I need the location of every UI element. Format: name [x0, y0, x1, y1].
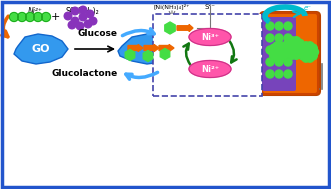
- Circle shape: [288, 42, 300, 54]
- Text: Glucose: Glucose: [78, 29, 118, 39]
- Bar: [157, 21, 197, 36]
- Circle shape: [275, 34, 283, 42]
- Text: +: +: [50, 12, 60, 22]
- Circle shape: [10, 12, 19, 22]
- Circle shape: [275, 58, 283, 66]
- Text: e⁻: e⁻: [304, 5, 312, 11]
- Circle shape: [270, 44, 278, 52]
- Circle shape: [275, 70, 283, 78]
- Circle shape: [306, 42, 314, 50]
- Circle shape: [297, 43, 306, 53]
- Circle shape: [295, 48, 304, 57]
- Circle shape: [79, 13, 87, 21]
- Circle shape: [71, 17, 79, 25]
- Circle shape: [310, 48, 318, 56]
- Text: Ni²⁺: Ni²⁺: [27, 7, 42, 16]
- Text: SC(NH₂)₂: SC(NH₂)₂: [65, 7, 99, 16]
- Circle shape: [266, 46, 274, 54]
- Circle shape: [33, 12, 42, 22]
- Circle shape: [298, 48, 306, 56]
- FancyArrow shape: [177, 25, 193, 32]
- Circle shape: [277, 54, 285, 62]
- Text: Ni²⁺: Ni²⁺: [201, 64, 219, 74]
- Circle shape: [287, 37, 296, 46]
- FancyBboxPatch shape: [260, 12, 320, 95]
- Circle shape: [299, 52, 307, 60]
- Circle shape: [284, 22, 292, 30]
- Circle shape: [86, 10, 94, 18]
- Text: Ni³⁺: Ni³⁺: [201, 33, 219, 42]
- Polygon shape: [14, 34, 68, 64]
- Circle shape: [71, 7, 79, 15]
- Circle shape: [275, 22, 283, 30]
- Circle shape: [284, 34, 292, 42]
- Circle shape: [292, 37, 301, 46]
- Ellipse shape: [189, 60, 231, 77]
- Text: Glucolactone: Glucolactone: [52, 68, 118, 77]
- FancyArrow shape: [128, 44, 143, 51]
- Circle shape: [266, 22, 274, 30]
- Circle shape: [266, 34, 274, 42]
- Circle shape: [284, 58, 292, 66]
- Circle shape: [295, 39, 304, 48]
- Circle shape: [266, 70, 274, 78]
- Circle shape: [64, 12, 72, 20]
- FancyArrow shape: [159, 44, 174, 51]
- Circle shape: [284, 46, 292, 54]
- FancyArrow shape: [144, 44, 159, 51]
- Text: [Ni(NH₃)₄]²⁺: [Ni(NH₃)₄]²⁺: [154, 4, 190, 10]
- Circle shape: [275, 46, 283, 54]
- Text: GO: GO: [32, 44, 50, 54]
- Polygon shape: [118, 34, 182, 64]
- Circle shape: [266, 58, 274, 66]
- Circle shape: [303, 47, 313, 57]
- Circle shape: [277, 42, 285, 50]
- Circle shape: [281, 48, 290, 56]
- Polygon shape: [268, 34, 320, 66]
- Circle shape: [302, 54, 310, 62]
- Circle shape: [18, 12, 26, 22]
- Circle shape: [274, 47, 284, 57]
- Text: S²⁻: S²⁻: [205, 4, 215, 10]
- Circle shape: [302, 42, 310, 50]
- Circle shape: [280, 52, 288, 60]
- Text: Hydrothermal
treatment: Hydrothermal treatment: [204, 24, 257, 44]
- Circle shape: [84, 20, 92, 28]
- Circle shape: [309, 44, 317, 52]
- Circle shape: [89, 17, 97, 25]
- Circle shape: [284, 70, 292, 78]
- Circle shape: [79, 6, 87, 14]
- Circle shape: [41, 12, 51, 22]
- FancyBboxPatch shape: [262, 13, 318, 94]
- Circle shape: [282, 43, 291, 53]
- Circle shape: [68, 21, 76, 29]
- Circle shape: [273, 54, 281, 62]
- Circle shape: [309, 52, 317, 60]
- Circle shape: [284, 39, 293, 48]
- Circle shape: [299, 44, 307, 52]
- FancyBboxPatch shape: [153, 14, 262, 96]
- Circle shape: [284, 48, 293, 57]
- Circle shape: [292, 50, 301, 59]
- Circle shape: [76, 22, 84, 30]
- Ellipse shape: [189, 29, 231, 46]
- Circle shape: [280, 44, 288, 52]
- FancyBboxPatch shape: [262, 17, 296, 91]
- Circle shape: [306, 54, 314, 62]
- Circle shape: [270, 52, 278, 60]
- Circle shape: [268, 48, 276, 56]
- Circle shape: [25, 12, 34, 22]
- Circle shape: [287, 50, 296, 59]
- Circle shape: [273, 42, 281, 50]
